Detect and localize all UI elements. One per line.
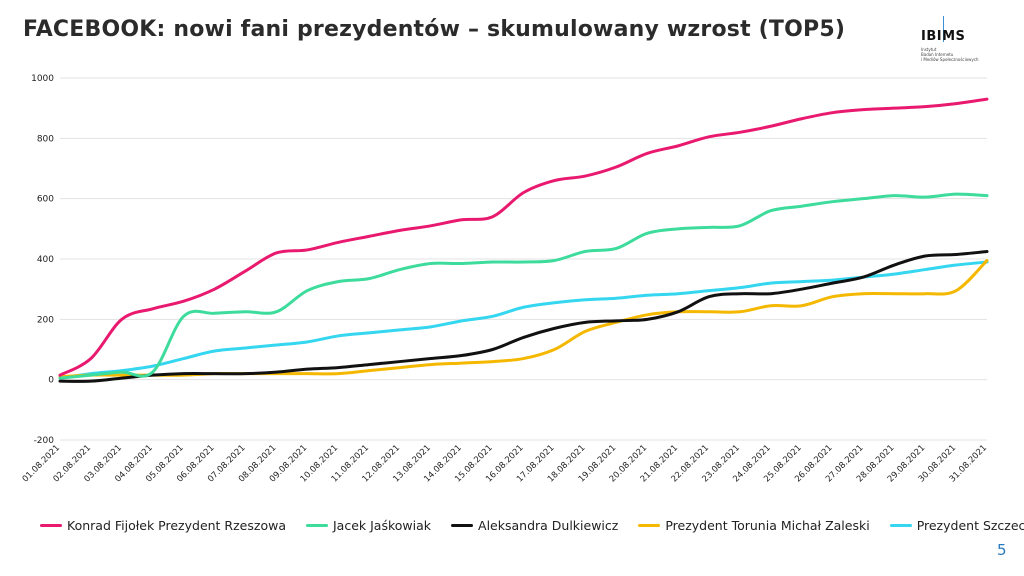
y-tick-label: 600	[37, 195, 54, 205]
legend-label: Prezydent Torunia Michał Zaleski	[665, 518, 870, 533]
legend-swatch	[40, 524, 62, 527]
legend-item: Prezydent Torunia Michał Zaleski	[638, 518, 870, 533]
series-line	[58, 260, 989, 380]
chart-title: FACEBOOK: nowi fani prezydentów – skumul…	[23, 17, 846, 42]
ibims-logo: IBIMS Instytut Badań Internetu i Mediów …	[915, 16, 1005, 76]
y-tick-label: 200	[37, 315, 54, 325]
legend-swatch	[889, 524, 912, 527]
legend-item: Jacek Jaśkowiak	[305, 518, 432, 533]
logo-subtitle-line: Badań Internetu	[921, 52, 954, 57]
logo-subtitle: Instytut Badań Internetu i Mediów Społec…	[921, 47, 1006, 62]
legend-item: Konrad Fijołek Prezydent Rzeszowa	[40, 518, 286, 533]
logo-subtitle-line: Instytut	[921, 47, 937, 52]
legend-swatch	[451, 524, 474, 527]
legend-label: Aleksandra Dulkiewicz	[478, 518, 619, 533]
legend-label: Prezydent Szczecina	[916, 518, 1024, 533]
legend-swatch	[638, 524, 661, 527]
series-line	[58, 192, 989, 380]
logo-wordmark: IBIMS	[921, 29, 966, 44]
legend-item: Prezydent Szczecina	[889, 518, 1024, 533]
y-tick-label: 1000	[31, 74, 54, 84]
legend-item: Aleksandra Dulkiewicz	[451, 518, 618, 533]
legend-label: Konrad Fijołek Prezydent Rzeszowa	[67, 518, 286, 533]
chart-legend: Konrad Fijołek Prezydent Rzeszowa Jacek J…	[40, 518, 1024, 533]
logo-subtitle-line: i Mediów Społecznościowych	[921, 57, 979, 62]
series-line	[58, 249, 989, 383]
legend-swatch	[305, 524, 328, 527]
logo-accent-bar	[943, 16, 944, 42]
y-tick-label: 800	[37, 134, 54, 144]
series-line	[58, 97, 989, 377]
page-number: 5	[997, 541, 1007, 559]
y-tick-label: 400	[37, 255, 54, 265]
y-tick-label: 0	[48, 376, 54, 386]
y-tick-label: -200	[34, 436, 55, 446]
legend-label: Jacek Jaśkowiak	[332, 518, 432, 533]
